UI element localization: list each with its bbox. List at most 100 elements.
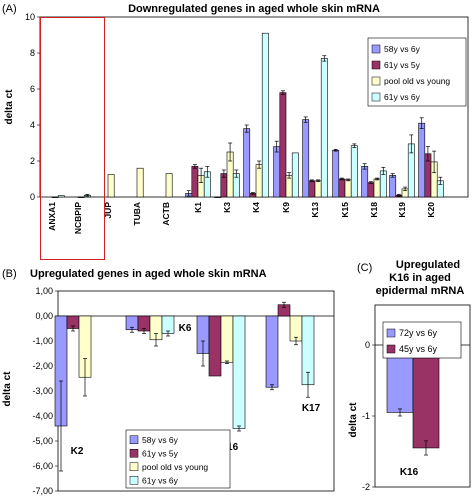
error-bar-a xyxy=(403,186,408,192)
bar-a xyxy=(273,146,281,198)
legend-swatch xyxy=(129,462,139,471)
y-tick-label-a: 4 xyxy=(30,120,35,130)
legend-entry: pool old vs young xyxy=(384,76,450,86)
legend-entry: 61y vs 5y xyxy=(142,448,179,458)
y-tick-label-b: -3,00 xyxy=(32,386,53,396)
error-bar-a xyxy=(287,172,292,179)
x-tick-label-a: K9 xyxy=(281,202,291,213)
x-tick-label-a: K19 xyxy=(397,202,407,218)
legend-swatch xyxy=(371,44,381,54)
y-tick-label-a: 10 xyxy=(25,12,35,22)
y-tick-label-c: 0 xyxy=(365,340,370,350)
error-bar-a xyxy=(257,160,262,169)
error-bar-a xyxy=(316,179,321,183)
error-bar-a xyxy=(199,167,204,183)
category-label-b: K17 xyxy=(302,403,321,414)
bar-c xyxy=(412,344,440,449)
x-tick-label-a: K15 xyxy=(340,202,350,218)
legend-swatch xyxy=(129,449,139,458)
bar-a xyxy=(361,166,369,198)
x-tick-label-a: JUP xyxy=(103,202,113,219)
y-tick-label-b: -4,00 xyxy=(32,411,53,421)
error-bar-b xyxy=(154,333,158,347)
chart-title-c-line: K16 in aged xyxy=(389,272,451,284)
chart-title-c-line: epidermal mRNA xyxy=(376,285,465,297)
x-tick-label-a: NCBPIP xyxy=(73,202,83,234)
legend-a: 58y vs 6y 61y vs 5y pool old vs young 61y v… xyxy=(367,37,467,107)
legend-swatch xyxy=(129,476,139,485)
y-tick-label-c: -2 xyxy=(362,482,370,492)
panel-label-b: (B) xyxy=(2,268,17,280)
y-axis-label-a: delta ct xyxy=(4,89,15,125)
y-tick-label-b: 0,00 xyxy=(35,311,53,321)
plot-area-c xyxy=(374,304,471,488)
error-bar-a xyxy=(339,177,344,181)
error-bar-a xyxy=(280,90,285,95)
x-tick-label-a: K18 xyxy=(369,202,379,218)
bar-a xyxy=(332,149,340,198)
y-axis-label-c: delta ct xyxy=(348,402,359,438)
error-bar-a xyxy=(309,179,314,183)
error-bar-a xyxy=(362,163,367,170)
y-tick-label-a: 8 xyxy=(30,48,35,58)
bar-b xyxy=(208,315,222,377)
legend-entry: pool old vs young xyxy=(142,462,208,472)
legend-entry: 61y vs 5y xyxy=(384,60,421,70)
legend-swatch xyxy=(371,60,381,70)
error-bar-a xyxy=(396,193,401,197)
error-bar-a xyxy=(303,116,308,123)
bar-b xyxy=(265,315,279,388)
error-bar-b xyxy=(237,425,241,432)
bar-a xyxy=(136,167,144,198)
error-bar-b xyxy=(282,301,286,308)
bar-a xyxy=(243,128,251,198)
legend-b: 58y vs 6y 61y vs 5y pool old vs young 61y v… xyxy=(125,429,231,489)
chart-title-c: Upregulated K16 in aged epidermal mRNA xyxy=(376,259,465,297)
error-bar-b xyxy=(142,328,146,334)
x-tick-label-a: ACTB xyxy=(161,202,171,226)
y-tick-label-b: -7,00 xyxy=(32,486,53,496)
bar-a xyxy=(302,119,310,198)
error-bar-a xyxy=(438,176,443,185)
error-bar-b xyxy=(294,336,298,346)
error-bar-b xyxy=(130,326,134,333)
error-bar-a xyxy=(432,150,437,174)
error-bar-a xyxy=(250,192,255,195)
bar-a xyxy=(261,32,269,198)
bar-a xyxy=(338,178,346,198)
error-bar-a xyxy=(352,143,357,148)
y-tick-label-b: -6,00 xyxy=(32,461,53,471)
y-axis-label-b: delta ct xyxy=(2,371,13,407)
legend-swatch xyxy=(386,344,396,354)
error-bar-b xyxy=(71,325,75,332)
x-tick-label-a: K20 xyxy=(426,202,436,218)
error-bar-a xyxy=(221,169,226,178)
error-bar-c xyxy=(398,408,402,417)
error-bar-b xyxy=(306,371,310,398)
error-bar-a xyxy=(425,146,430,162)
legend-swatch xyxy=(386,328,396,338)
error-bar-a xyxy=(322,55,327,62)
category-label-b: K6 xyxy=(179,323,192,334)
chart-title-b: Upregulated genes in aged whole skin mRN… xyxy=(30,268,267,280)
y-tick-label-b: 1,00 xyxy=(35,286,53,296)
bar-a xyxy=(308,180,316,198)
error-bar-a xyxy=(244,124,249,133)
bar-b xyxy=(220,315,234,363)
legend-entry: 58y vs 6y xyxy=(384,44,421,54)
error-bar-a xyxy=(192,164,197,169)
legend-swatch xyxy=(371,92,381,102)
bar-a xyxy=(320,58,328,198)
bar-a xyxy=(291,152,299,198)
highlight-box xyxy=(40,17,105,260)
error-bar-a xyxy=(375,177,380,181)
error-bar-b xyxy=(166,330,170,337)
y-tick-label-a: 0 xyxy=(30,192,35,202)
error-bar-a xyxy=(368,181,373,184)
bar-b xyxy=(232,315,246,429)
bar-a xyxy=(51,196,59,198)
error-bar-a xyxy=(333,148,338,152)
y-tick-label-a: 6 xyxy=(30,84,35,94)
x-tick-label-a: TUBA xyxy=(132,202,142,226)
error-bar-b xyxy=(83,358,87,397)
